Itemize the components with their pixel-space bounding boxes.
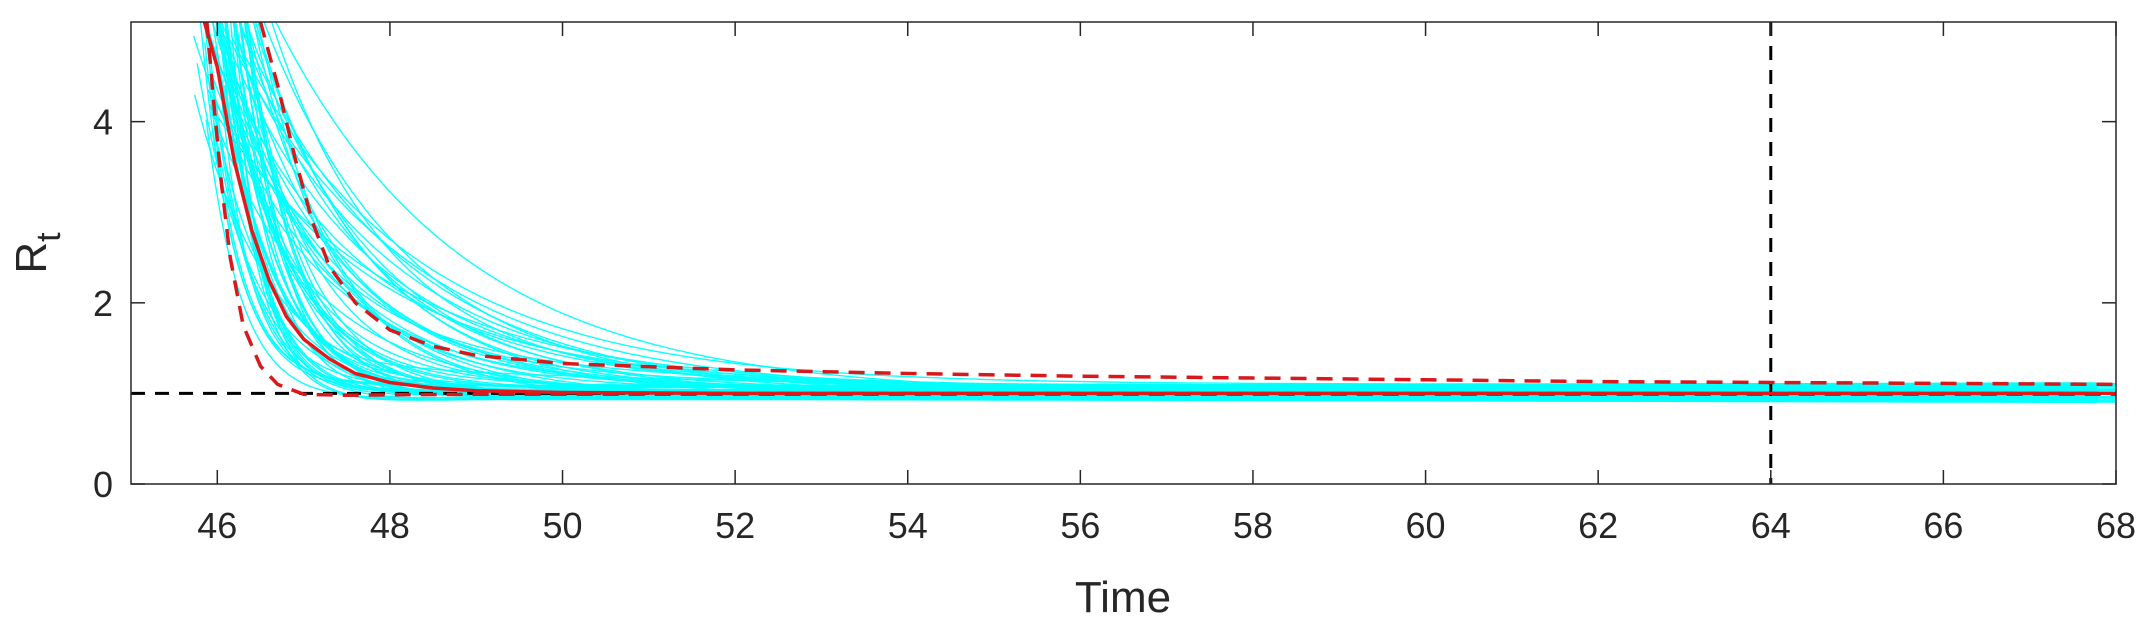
tick-labels: 46 48 50 52 54 56 58 60 62 64 66 68 0 2 4 bbox=[93, 102, 2136, 546]
summary-series bbox=[202, 22, 2116, 397]
sample-trajectory bbox=[203, 22, 2098, 403]
y-axis-label-subscript: t bbox=[30, 232, 68, 242]
x-tick-label: 50 bbox=[542, 505, 582, 546]
sample-trajectory bbox=[217, 22, 2096, 386]
x-tick-label: 58 bbox=[1233, 505, 1273, 546]
x-tick-label: 56 bbox=[1060, 505, 1100, 546]
x-axis-label: Time bbox=[1075, 573, 1171, 622]
sample-trajectory bbox=[230, 22, 2116, 403]
plot-background bbox=[131, 22, 2116, 484]
axes bbox=[130, 21, 2117, 485]
x-tick-label: 60 bbox=[1406, 505, 1446, 546]
x-tick-label: 52 bbox=[715, 505, 755, 546]
y-tick-label: 2 bbox=[93, 283, 113, 324]
sample-trajectory bbox=[204, 22, 2098, 390]
y-tick-label: 0 bbox=[93, 464, 113, 505]
x-tick-label: 62 bbox=[1578, 505, 1618, 546]
x-tick-label: 68 bbox=[2096, 505, 2136, 546]
series-median bbox=[202, 22, 2116, 396]
sample-trajectory bbox=[218, 22, 2116, 400]
y-tick-label: 4 bbox=[93, 102, 113, 143]
y-axis-label-main: R bbox=[7, 242, 56, 274]
x-tick-label: 54 bbox=[888, 505, 928, 546]
sample-trajectory bbox=[217, 22, 2096, 398]
x-tick-label: 66 bbox=[1923, 505, 1963, 546]
y-axis-label: Rt bbox=[7, 232, 68, 274]
series-lower-bound bbox=[205, 22, 2116, 397]
x-tick-label: 48 bbox=[370, 505, 410, 546]
x-tick-label: 46 bbox=[197, 505, 237, 546]
x-tick-label: 64 bbox=[1751, 505, 1791, 546]
plot-frame bbox=[130, 21, 2117, 485]
